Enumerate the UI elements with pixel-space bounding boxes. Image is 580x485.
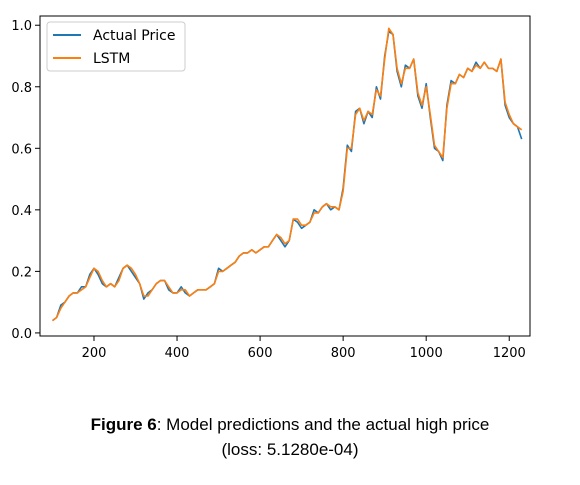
caption-text: : Model predictions and the actual high … <box>156 415 490 434</box>
caption-line-1: Figure 6: Model predictions and the actu… <box>0 412 580 437</box>
legend: Actual Price LSTM <box>46 21 186 72</box>
x-tick-label: 600 <box>248 346 273 361</box>
y-axis-ticks: 0.0 0.2 0.4 0.6 0.8 1.0 <box>11 19 40 342</box>
x-tick-label: 200 <box>82 346 107 361</box>
x-axis-ticks: 200 400 600 800 1000 1200 <box>82 336 526 361</box>
legend-label-lstm: LSTM <box>93 51 130 67</box>
x-tick-label: 1200 <box>493 346 526 361</box>
legend-label-actual-price: Actual Price <box>93 28 175 44</box>
y-tick-label: 0.8 <box>11 81 32 96</box>
y-tick-label: 0.4 <box>11 204 32 219</box>
x-tick-label: 800 <box>331 346 356 361</box>
y-tick-label: 0.0 <box>11 327 32 342</box>
x-tick-label: 1000 <box>410 346 443 361</box>
figure-caption: Figure 6: Model predictions and the actu… <box>0 412 580 462</box>
y-tick-label: 0.6 <box>11 142 32 157</box>
series-layer <box>52 27 523 322</box>
x-tick-label: 400 <box>165 346 190 361</box>
legend-box <box>46 21 186 72</box>
y-tick-label: 0.2 <box>11 265 32 280</box>
caption-line-2: (loss: 5.1280e-04) <box>221 440 359 459</box>
line-chart: 200 400 600 800 1000 1200 0.00.20.40.60.81.0 … <box>11 15 531 361</box>
y-tick-label: 1.0 <box>11 19 32 34</box>
series-line-lstm <box>52 27 523 322</box>
caption-figure-label: Figure 6 <box>90 415 157 434</box>
